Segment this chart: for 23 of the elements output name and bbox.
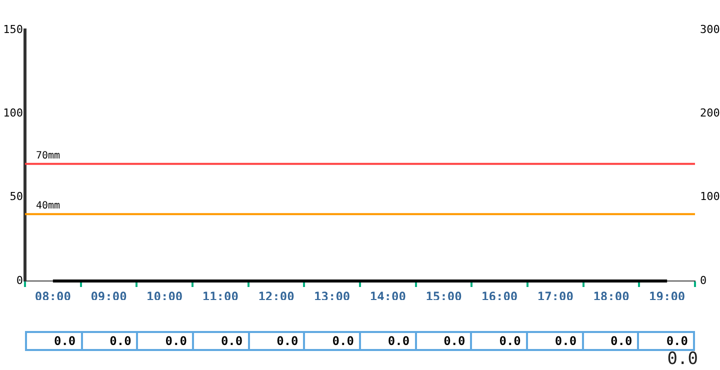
y-tick-label: 0 [16,274,23,287]
ref-line-label: 70mm [36,150,60,162]
data-label: 0.0 [360,332,416,350]
data-label: 0.0 [248,332,304,350]
data-label: 0.0 [26,332,82,350]
data-label: 0.0 [192,332,249,350]
data-label: 0.0 [82,332,138,350]
data-label: 0.0 [137,332,193,350]
data-label: 0.0 [582,332,638,350]
y-tick-label: 100 [3,106,23,120]
y-tick-label: 150 [3,22,23,36]
y2-tick-label: 300 [700,22,720,36]
data-label: 0.0 [304,332,360,350]
y-tick-label: 50 [10,190,23,204]
data-label: 0.0 [526,332,583,350]
y2-tick-label: 200 [700,106,720,120]
data-label: 0.0 [638,332,694,350]
y2-tick-label: 0 [700,274,707,287]
y2-tick-label: 100 [700,190,720,204]
text: 0.0 [667,349,698,369]
ref-line-label: 40mm [36,200,60,212]
data-label: 0.0 [416,332,472,350]
data-label: 0.0 [471,332,527,350]
